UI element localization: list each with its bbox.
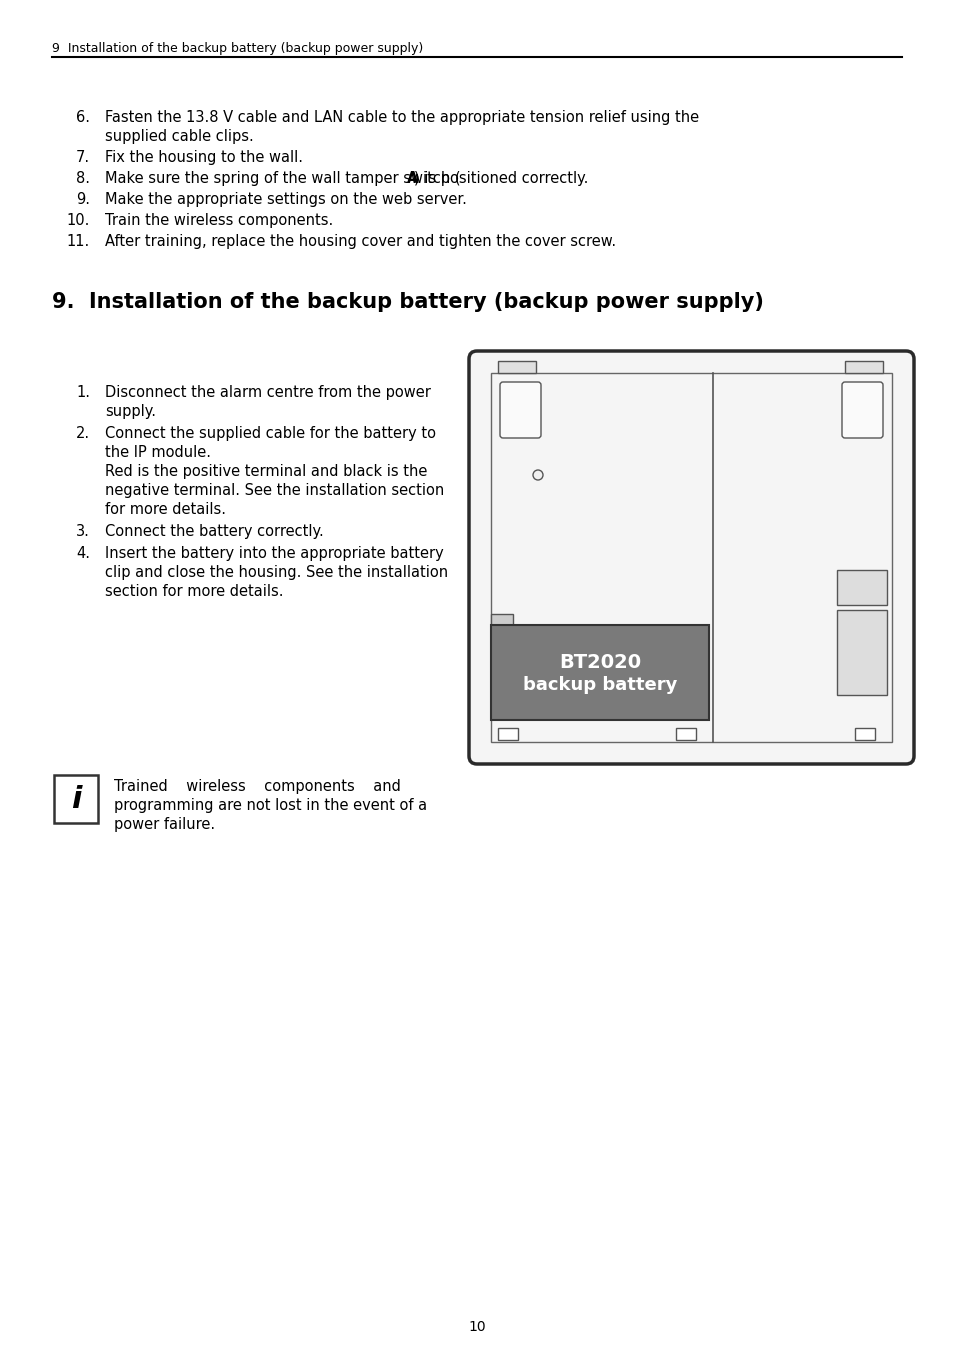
Text: supply.: supply. — [105, 404, 156, 419]
Text: 9.  Installation of the backup battery (backup power supply): 9. Installation of the backup battery (b… — [52, 291, 763, 312]
Text: Insert the battery into the appropriate battery: Insert the battery into the appropriate … — [105, 546, 443, 561]
FancyBboxPatch shape — [844, 360, 882, 373]
Text: Fix the housing to the wall.: Fix the housing to the wall. — [105, 150, 303, 165]
Text: Make sure the spring of the wall tamper switch (: Make sure the spring of the wall tamper … — [105, 171, 460, 186]
Text: Disconnect the alarm centre from the power: Disconnect the alarm centre from the pow… — [105, 385, 431, 400]
Text: negative terminal. See the installation section: negative terminal. See the installation … — [105, 482, 444, 499]
Text: the IP module.: the IP module. — [105, 444, 211, 459]
Text: Connect the supplied cable for the battery to: Connect the supplied cable for the batte… — [105, 425, 436, 440]
Text: Trained    wireless    components    and: Trained wireless components and — [113, 779, 400, 794]
Text: clip and close the housing. See the installation: clip and close the housing. See the inst… — [105, 565, 448, 580]
FancyBboxPatch shape — [841, 382, 882, 438]
Text: Train the wireless components.: Train the wireless components. — [105, 213, 333, 228]
Text: 11.: 11. — [67, 234, 90, 249]
Text: 2.: 2. — [76, 425, 90, 440]
Text: 6.: 6. — [76, 110, 90, 125]
Text: ) is positioned correctly.: ) is positioned correctly. — [414, 171, 588, 186]
Text: Make the appropriate settings on the web server.: Make the appropriate settings on the web… — [105, 192, 466, 207]
FancyBboxPatch shape — [499, 382, 540, 438]
Text: 8.: 8. — [76, 171, 90, 186]
Text: Connect the battery correctly.: Connect the battery correctly. — [105, 524, 323, 539]
FancyBboxPatch shape — [469, 351, 913, 764]
Text: Fasten the 13.8 V cable and LAN cable to the appropriate tension relief using th: Fasten the 13.8 V cable and LAN cable to… — [105, 110, 699, 125]
Text: 10: 10 — [468, 1320, 485, 1335]
Text: BT2020: BT2020 — [558, 653, 640, 672]
Bar — [54, 775, 98, 822]
Text: Red is the positive terminal and black is the: Red is the positive terminal and black i… — [105, 463, 427, 480]
Bar — [497, 728, 517, 740]
Bar — [854, 728, 874, 740]
Text: programming are not lost in the event of a: programming are not lost in the event of… — [113, 798, 427, 813]
Text: 4.: 4. — [76, 546, 90, 561]
Text: power failure.: power failure. — [113, 817, 214, 832]
Text: 9.: 9. — [76, 192, 90, 207]
Bar — [491, 625, 709, 720]
Bar — [676, 728, 696, 740]
Text: i: i — [71, 785, 81, 813]
Text: 7.: 7. — [76, 150, 90, 165]
Text: for more details.: for more details. — [105, 501, 226, 518]
Bar — [836, 610, 886, 695]
Text: backup battery: backup battery — [522, 676, 677, 694]
Text: After training, replace the housing cover and tighten the cover screw.: After training, replace the housing cove… — [105, 234, 616, 249]
Text: 9  Installation of the backup battery (backup power supply): 9 Installation of the backup battery (ba… — [52, 42, 423, 56]
Text: 10.: 10. — [67, 213, 90, 228]
Bar — [491, 614, 513, 630]
Text: supplied cable clips.: supplied cable clips. — [105, 129, 253, 144]
Text: A: A — [407, 171, 418, 186]
Text: 3.: 3. — [76, 524, 90, 539]
Text: section for more details.: section for more details. — [105, 584, 283, 599]
Bar — [836, 570, 886, 604]
Text: 1.: 1. — [76, 385, 90, 400]
Circle shape — [533, 470, 542, 480]
Bar — [491, 634, 513, 650]
FancyBboxPatch shape — [497, 360, 536, 373]
